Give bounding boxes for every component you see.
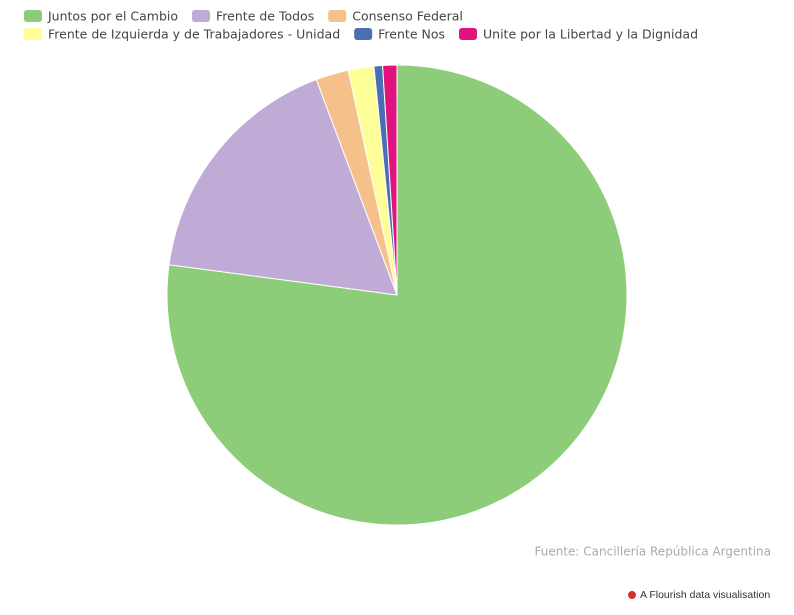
legend-swatch: [328, 10, 347, 22]
legend-label: Unite por la Libertad y la Dignidad: [483, 27, 698, 42]
legend-label: Consenso Federal: [352, 9, 463, 24]
legend-label: Juntos por el Cambio: [47, 9, 178, 24]
legend-swatch: [459, 28, 477, 40]
legend-swatch: [24, 28, 42, 40]
legend-label: Frente de Izquierda y de Trabajadores - …: [48, 27, 340, 42]
legend-swatch: [192, 10, 211, 22]
legend-label: Frente Nos: [378, 27, 445, 42]
legend-swatch: [354, 28, 373, 40]
source: Fuente: Cancillería República Argentina: [534, 545, 771, 559]
credit[interactable]: A Flourish data visualisation: [640, 589, 770, 601]
legend-swatch: [24, 10, 42, 22]
pie-slice: [382, 64, 398, 296]
pie-slice: [168, 78, 398, 296]
legend: Juntos por el Cambio Frente de Todos Conse…: [24, 9, 698, 42]
legend-label: Frente de Todos: [216, 9, 314, 24]
pie: [166, 64, 628, 526]
credit-icon: [628, 591, 636, 599]
